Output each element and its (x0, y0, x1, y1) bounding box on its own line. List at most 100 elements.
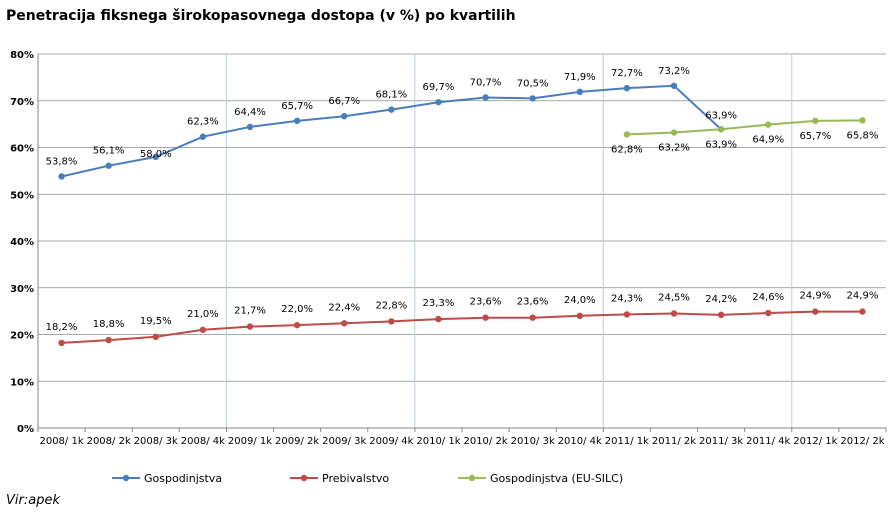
data-point (623, 131, 631, 138)
x-tick-label: 2009/ 2k (275, 436, 319, 447)
data-point (105, 162, 112, 169)
series-line-1 (61, 310, 863, 344)
data-point (482, 314, 489, 321)
data-point (293, 117, 301, 125)
data-label: 19,5% (140, 316, 172, 327)
x-tick-label: 2011/ 3k (699, 436, 743, 447)
data-label: 69,7% (423, 82, 455, 93)
x-axis-ticks: 2008/ 1k 2008/ 2k 2008/ 3k 2008/ 4k 2009/ 1k… (39, 436, 884, 447)
data-point (246, 323, 254, 330)
data-labels: 53,8% 56,1% 58,0% 62,3% 64,4% 65,7% 66,7% 68,1%… (46, 66, 879, 333)
data-point (529, 95, 536, 102)
y-tick-label: 40% (10, 237, 34, 248)
data-label: 64,9% (752, 135, 784, 146)
data-point (576, 88, 583, 96)
x-tick-label: 2009/ 1k (228, 436, 272, 447)
x-tick-label: 2009/ 4k (369, 436, 413, 447)
data-point (717, 126, 725, 133)
x-tick-label: 2012/ 2k (840, 436, 884, 447)
data-point (341, 320, 348, 327)
legend-marker (122, 474, 130, 482)
data-point (105, 336, 112, 344)
data-label: 22,0% (281, 304, 313, 315)
data-point (529, 314, 536, 321)
data-label: 18,8% (93, 319, 125, 330)
data-point (576, 312, 583, 319)
data-label: 24,6% (752, 292, 784, 303)
data-point (717, 311, 725, 319)
legend-marker (468, 474, 476, 482)
data-point (812, 117, 819, 125)
data-point (388, 106, 395, 113)
legend-label: Gospodinjstva (144, 472, 222, 485)
data-label: 23,6% (470, 297, 502, 308)
data-label: 21,0% (187, 309, 219, 320)
data-point (199, 326, 207, 334)
data-label: 58,0% (140, 149, 172, 160)
data-label: 21,7% (234, 306, 266, 317)
data-label: 24,2% (705, 294, 737, 305)
data-point (293, 321, 301, 329)
y-tick-label: 50% (10, 190, 34, 201)
data-label: 18,2% (46, 322, 78, 333)
data-point (623, 311, 631, 318)
data-point (246, 123, 254, 131)
data-label: 63,9% (705, 139, 737, 150)
data-label: 24,0% (564, 295, 596, 306)
axes (37, 54, 887, 432)
legend-label: Gospodinjstva (EU-SILC) (490, 472, 623, 485)
data-label: 62,3% (187, 117, 219, 128)
data-point (765, 121, 772, 128)
data-point (765, 309, 772, 317)
legend: Gospodinjstva Prebivalstvo Gospodinjstva (… (112, 472, 623, 485)
data-point (58, 339, 65, 347)
data-point (435, 98, 442, 106)
data-point (152, 153, 159, 161)
y-tick-label: 30% (10, 284, 34, 295)
data-label: 66,7% (328, 96, 360, 107)
data-label: 65,7% (281, 101, 313, 112)
data-label: 71,9% (564, 72, 596, 83)
series-lines (61, 84, 863, 344)
x-tick-label: 2009/ 3k (322, 436, 366, 447)
data-label: 70,7% (470, 77, 502, 88)
y-tick-label: 0% (17, 424, 34, 435)
data-label: 68,1% (375, 90, 407, 101)
chart-title: Penetracija fiksnega širokopasovnega dos… (6, 8, 516, 24)
data-label: 65,7% (799, 131, 831, 142)
data-label: 65,8% (847, 130, 879, 141)
y-tick-label: 70% (10, 97, 34, 108)
source-note: Vir:apek (6, 493, 60, 508)
x-tick-label: 2011/ 2k (652, 436, 696, 447)
data-label: 63,9% (705, 110, 737, 121)
data-point (435, 315, 442, 323)
x-tick-label: 2010/ 2k (463, 436, 507, 447)
x-tick-label: 2011/ 1k (605, 436, 649, 447)
x-tick-label: 2011/ 4k (746, 436, 790, 447)
data-label: 72,7% (611, 68, 643, 79)
data-label: 62,8% (611, 144, 643, 155)
x-tick-label: 2008/ 1k (39, 436, 83, 447)
data-point (670, 129, 678, 136)
y-tick-label: 20% (10, 331, 34, 342)
data-point (341, 112, 348, 120)
data-label: 56,1% (93, 146, 125, 157)
x-tick-label: 2010/ 3k (511, 436, 555, 447)
data-point (670, 310, 678, 317)
y-axis-ticks: 0% 10% 20% 30% 40% 50% 60% 70% 80% (10, 50, 34, 435)
data-point (152, 333, 159, 341)
series-line-2 (626, 119, 863, 136)
data-label: 73,2% (658, 66, 690, 77)
data-point (859, 308, 866, 315)
data-point (812, 308, 819, 315)
data-label: 53,8% (46, 156, 78, 167)
x-tick-label: 2010/ 4k (558, 436, 602, 447)
data-label: 23,3% (423, 298, 455, 309)
data-point (58, 173, 65, 180)
data-label: 24,9% (847, 291, 879, 302)
data-point (859, 117, 866, 124)
x-tick-label: 2008/ 2k (87, 436, 131, 447)
data-point (670, 82, 678, 89)
data-label: 24,3% (611, 293, 643, 304)
